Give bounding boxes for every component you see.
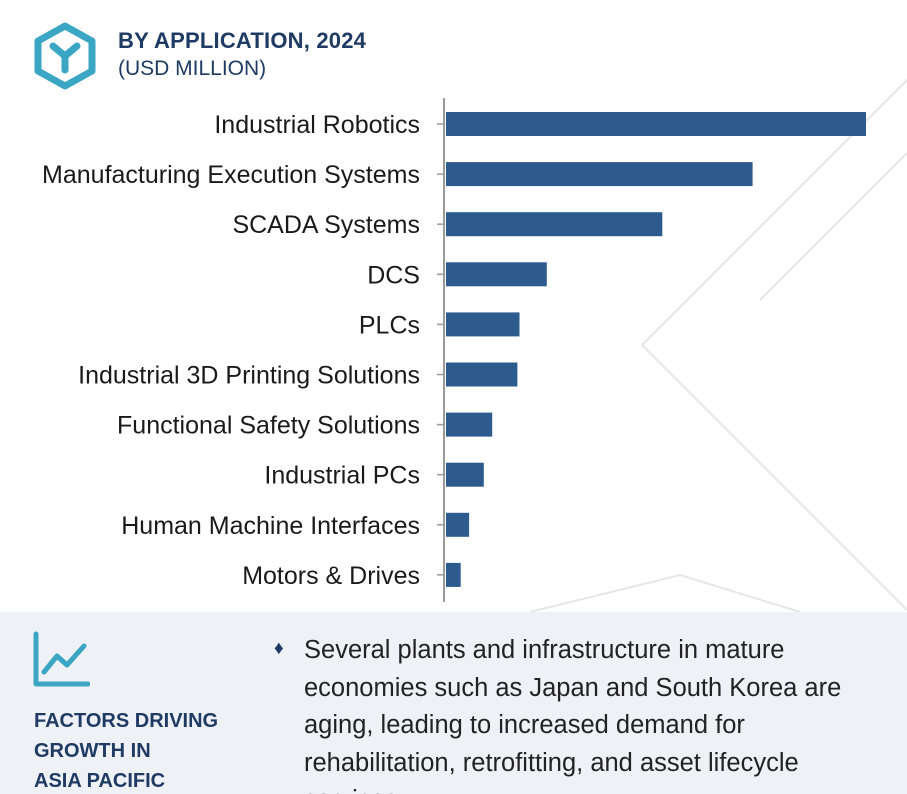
bar — [446, 362, 518, 387]
bar — [446, 162, 753, 187]
category-label: SCADA Systems — [232, 211, 420, 239]
factors-title: FACTORS DRIVING GROWTH IN ASIA PACIFIC — [34, 706, 254, 794]
category-label: Functional Safety Solutions — [117, 412, 420, 440]
chart-header: BY APPLICATION, 2024 (USD MILLION) — [32, 22, 892, 92]
line-chart-trend-icon — [33, 631, 90, 687]
category-label: Human Machine Interfaces — [121, 512, 420, 540]
category-label: Manufacturing Execution Systems — [42, 161, 420, 189]
bar — [446, 112, 866, 136]
factors-title-line: FACTORS DRIVING — [34, 710, 219, 732]
factors-panel: FACTORS DRIVING GROWTH IN ASIA PACIFIC ♦… — [0, 612, 907, 794]
category-label: Industrial Robotics — [214, 111, 420, 139]
chart-title: BY APPLICATION, 2024 — [118, 28, 367, 53]
bar — [446, 312, 520, 337]
diamond-bullet-icon: ♦ — [274, 638, 284, 659]
category-label: Industrial 3D Printing Solutions — [78, 362, 420, 390]
bar — [446, 412, 493, 437]
category-label: Industrial PCs — [264, 462, 420, 490]
bar — [446, 462, 484, 487]
bar — [446, 262, 547, 287]
bar — [446, 512, 470, 537]
category-label: PLCs — [359, 311, 420, 339]
bar-chart: Industrial Robotics Manufacturing Executi… — [42, 98, 866, 602]
category-label: DCS — [367, 261, 420, 289]
factors-title-line: GROWTH IN — [34, 740, 151, 762]
bar — [446, 212, 663, 237]
factors-title-line: ASIA PACIFIC — [34, 770, 166, 792]
chart-subtitle: (USD MILLION) — [118, 57, 267, 80]
bar — [446, 562, 461, 587]
category-label: Motors & Drives — [242, 562, 420, 590]
brand-logo-icon — [34, 22, 96, 90]
factor-description: Several plants and infrastructure in mat… — [304, 636, 842, 794]
